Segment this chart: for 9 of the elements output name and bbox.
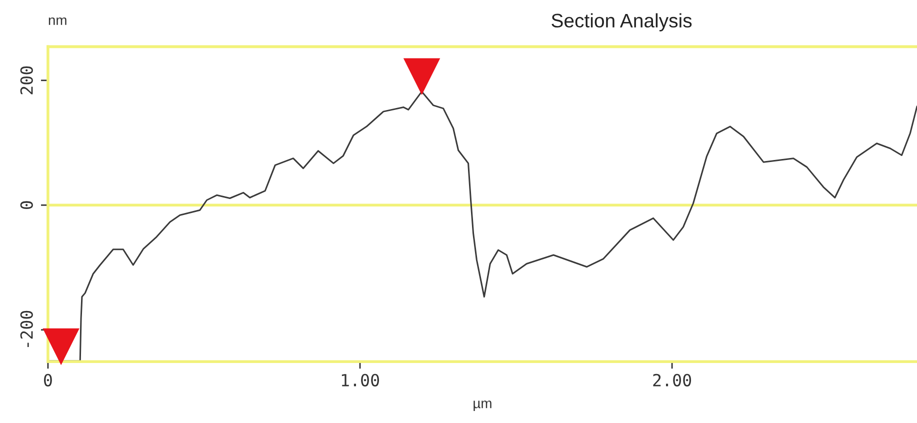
y-tick-label: 200 <box>20 66 33 94</box>
x-axis-title: µm <box>474 400 492 411</box>
y-tick-label: 0 <box>20 201 33 210</box>
y-axis-title: nm <box>48 17 66 25</box>
x-tick-label: 0 <box>44 374 52 386</box>
chart-title: Section Analysis <box>552 13 692 32</box>
y-tick-label: -200 <box>20 310 33 348</box>
x-tick-label: 2.00 <box>653 374 692 386</box>
x-tick-label: 1.00 <box>342 374 379 386</box>
